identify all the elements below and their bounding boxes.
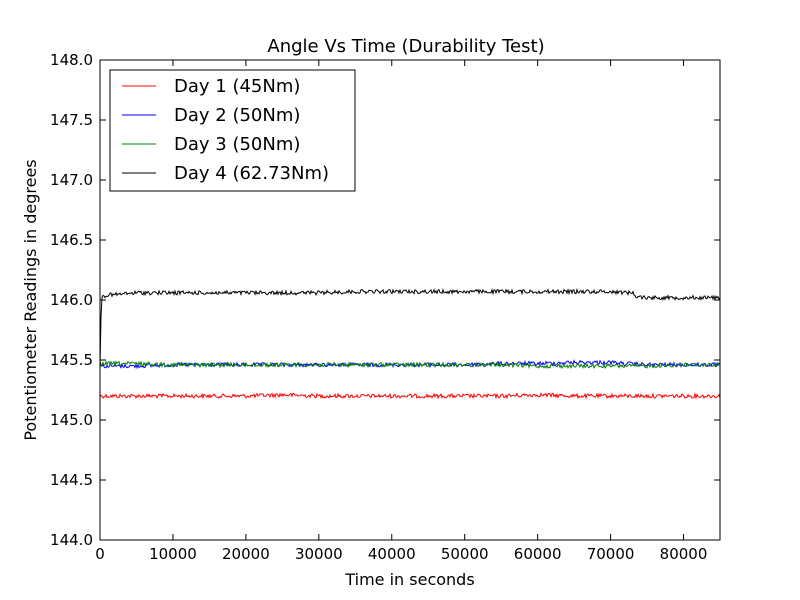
x-tick-label: 30000 xyxy=(295,545,343,563)
series-line-3 xyxy=(99,360,721,370)
y-tick-label: 145.0 xyxy=(50,411,93,429)
x-axis-label: Time in seconds xyxy=(344,570,474,589)
legend-label-2: Day 2 (50Nm) xyxy=(174,105,300,126)
series-line-1 xyxy=(99,392,721,400)
y-tick-label: 146.0 xyxy=(50,291,93,309)
x-tick-label: 0 xyxy=(95,545,105,563)
legend: Day 1 (45Nm) Day 2 (50Nm) Day 3 (50Nm) Day … xyxy=(109,69,356,192)
x-tick-label: 40000 xyxy=(368,545,416,563)
x-tick-label: 10000 xyxy=(149,545,197,563)
y-tick-label: 144.0 xyxy=(50,531,93,549)
legend-label-3: Day 3 (50Nm) xyxy=(174,134,300,155)
y-tick-label: 148.0 xyxy=(50,51,93,69)
x-tick-label: 60000 xyxy=(514,545,562,563)
y-tick-label: 146.5 xyxy=(50,231,93,249)
series-layer xyxy=(99,287,721,400)
y-tick-label: 147.0 xyxy=(50,171,93,189)
series-line-4 xyxy=(99,287,721,368)
ticks-layer: 0 10000 20000 30000 40000 50000 60000 70000 8000… xyxy=(50,51,720,563)
legend-label-4: Day 4 (62.73Nm) xyxy=(174,163,329,184)
y-tick-label: 145.5 xyxy=(50,351,93,369)
legend-box xyxy=(109,69,356,192)
y-axis-label: Potentiometer Readings in degrees xyxy=(21,159,40,440)
x-tick-label: 20000 xyxy=(222,545,270,563)
y-tick-label: 147.5 xyxy=(50,111,93,129)
y-tick-label: 144.5 xyxy=(50,471,93,489)
x-tick-label: 70000 xyxy=(587,545,635,563)
legend-label-1: Day 1 (45Nm) xyxy=(174,76,300,97)
x-tick-label: 80000 xyxy=(660,545,708,563)
x-tick-label: 50000 xyxy=(441,545,489,563)
chart-title: Angle Vs Time (Durability Test) xyxy=(267,36,544,57)
